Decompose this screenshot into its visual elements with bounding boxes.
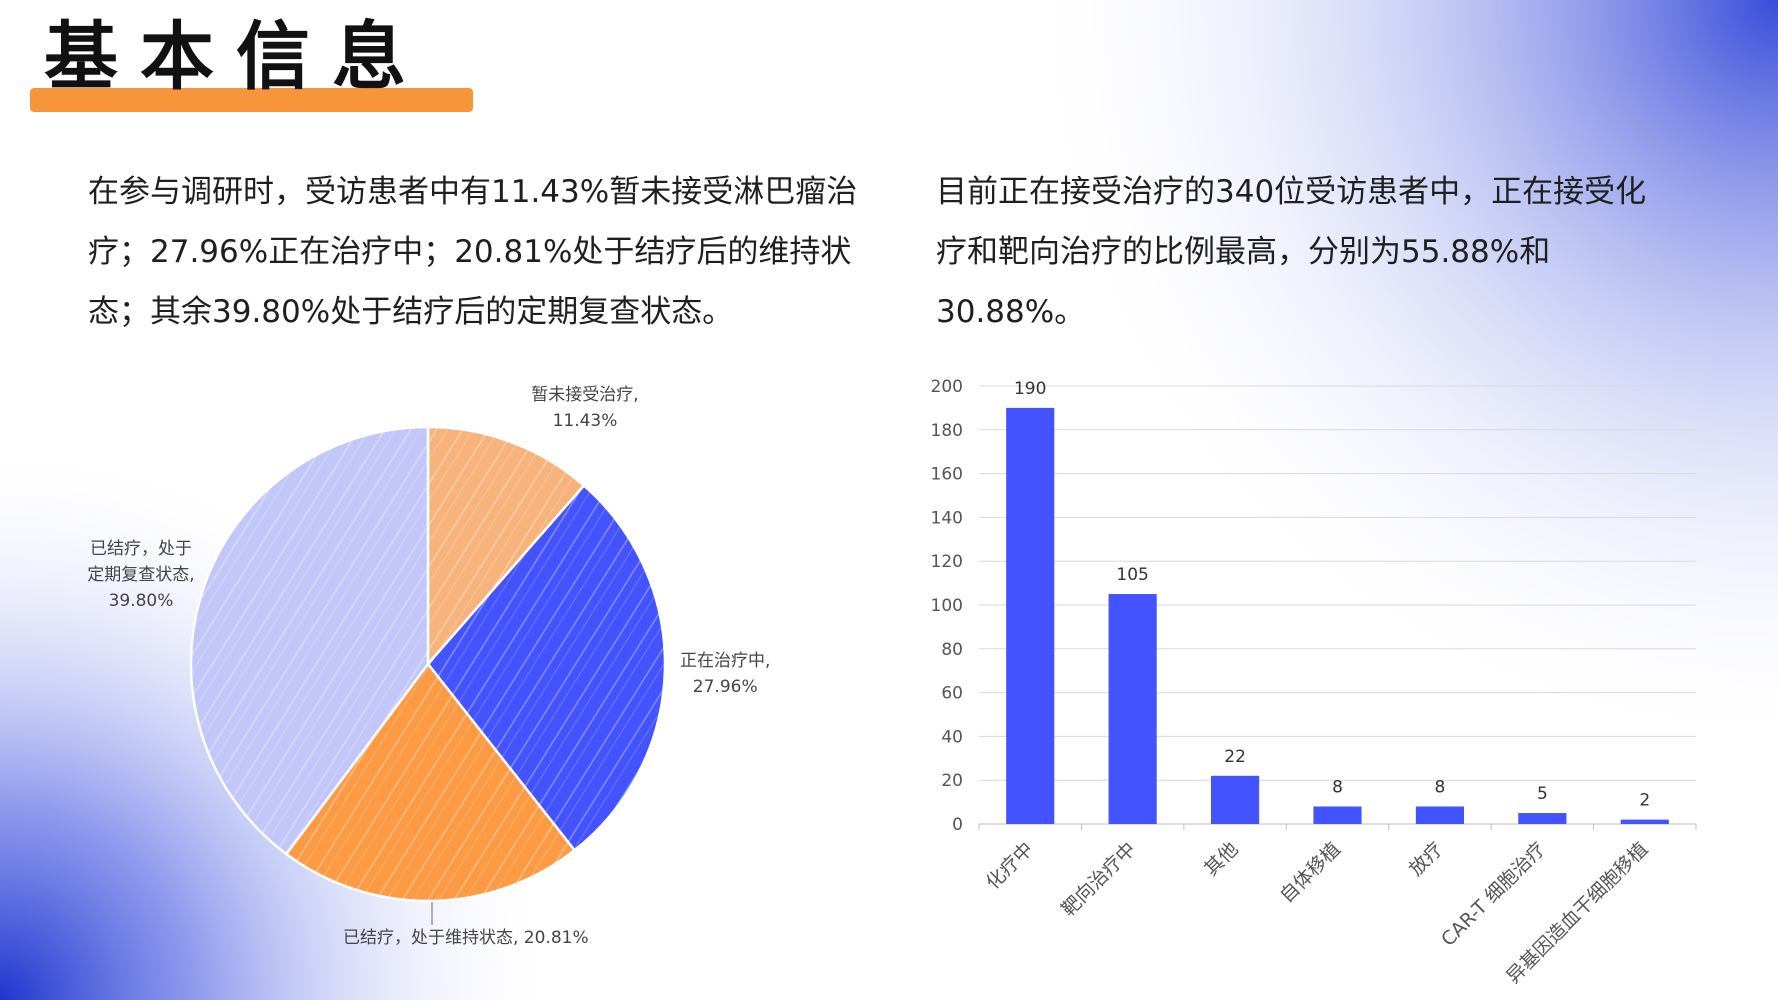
bar bbox=[1313, 806, 1362, 824]
y-tick-label: 60 bbox=[941, 684, 963, 704]
bar-value-label: 5 bbox=[1537, 784, 1548, 804]
pie-label-maintenance: 已结疗，处于维持状态, 20.81% bbox=[343, 928, 589, 948]
summary-paragraph-right: 目前正在接受治疗的340位受访患者中，正在接受化疗和靶向治疗的比例最高，分别为5… bbox=[936, 174, 1647, 330]
page-title: 基本信息 bbox=[44, 14, 428, 100]
x-category-label: 其他 bbox=[1200, 838, 1242, 880]
bar-value-label: 2 bbox=[1639, 791, 1650, 811]
pie-label-in-treatment: 正在治疗中, 27.96% bbox=[680, 651, 771, 697]
y-tick-label: 180 bbox=[931, 421, 963, 441]
x-category-label: 放疗 bbox=[1405, 838, 1447, 880]
y-tick-label: 40 bbox=[941, 727, 963, 747]
y-tick-label: 100 bbox=[931, 596, 963, 616]
bar bbox=[1415, 806, 1464, 824]
pie-label-not-treated: 暂未接受治疗, 11.43% bbox=[531, 385, 639, 431]
bar-value-label: 22 bbox=[1224, 747, 1246, 767]
title-underline-bar bbox=[30, 88, 473, 112]
bar-value-label: 190 bbox=[1014, 379, 1046, 399]
pie-slice-texture-3 bbox=[191, 427, 428, 854]
summary-paragraph-left: 在参与调研时，受访患者中有11.43%暂未接受淋巴瘤治疗；27.96%正在治疗中… bbox=[88, 174, 858, 330]
pie-slice-texture-2 bbox=[286, 664, 575, 901]
bar bbox=[1211, 775, 1260, 824]
x-category-label: 化疗中 bbox=[982, 838, 1038, 894]
pie-slice-texture-1 bbox=[428, 485, 665, 851]
x-category-label: 靶向治疗中 bbox=[1057, 838, 1140, 921]
pie-label-follow-up: 已结疗，处于 定期复查状态, 39.80% bbox=[87, 539, 195, 611]
bar-value-label: 105 bbox=[1116, 565, 1148, 585]
y-tick-label: 80 bbox=[941, 640, 963, 660]
bar-value-label: 8 bbox=[1435, 777, 1446, 797]
bar bbox=[1108, 594, 1157, 824]
bar bbox=[1518, 813, 1567, 824]
x-category-label: 自体移植 bbox=[1276, 838, 1345, 907]
y-tick-label: 0 bbox=[952, 815, 963, 835]
bar bbox=[1006, 407, 1055, 824]
pie-slice-texture-0 bbox=[428, 427, 584, 664]
y-tick-label: 120 bbox=[931, 552, 963, 572]
x-category-label: CAR-T 细胞治疗 bbox=[1437, 838, 1550, 951]
y-tick-label: 160 bbox=[931, 465, 963, 485]
bar bbox=[1620, 819, 1669, 824]
y-tick-label: 20 bbox=[941, 771, 963, 791]
bar-value-label: 8 bbox=[1332, 777, 1343, 797]
y-tick-label: 200 bbox=[931, 377, 963, 397]
y-tick-label: 140 bbox=[931, 508, 963, 528]
